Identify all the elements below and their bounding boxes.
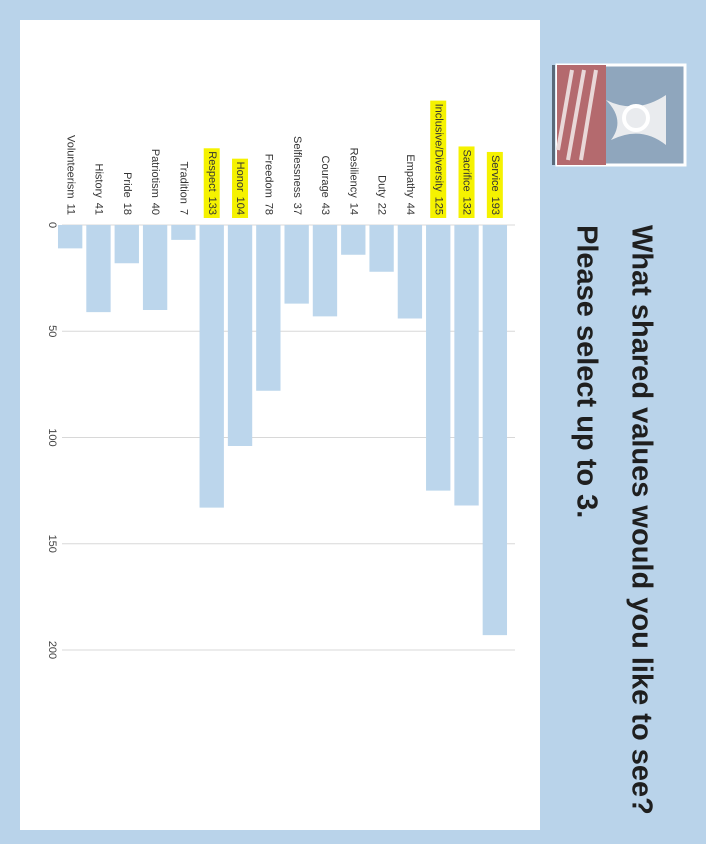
value-label: 44 xyxy=(404,203,416,215)
plot: 0 50 100 150 200 Service 193 Sacrifice 132 Inclus… xyxy=(46,100,515,659)
label-highlight xyxy=(430,100,447,218)
bar xyxy=(284,225,309,304)
logo xyxy=(552,63,687,167)
bar xyxy=(199,225,224,508)
value-label: 43 xyxy=(319,203,331,215)
category-label: Patriotism xyxy=(149,149,161,198)
bar xyxy=(142,225,168,310)
category-label: Courage xyxy=(319,156,331,198)
value-label: 193 xyxy=(489,197,501,215)
x-tick-label: 150 xyxy=(46,535,58,553)
value-label: 18 xyxy=(121,203,133,215)
category-label: Sacrifice xyxy=(461,149,473,191)
bar xyxy=(227,225,253,446)
label-highlight xyxy=(486,151,503,218)
bar xyxy=(454,225,479,506)
value-label: 40 xyxy=(149,203,161,215)
chart-title: What shared values would you like to see… xyxy=(625,225,657,815)
category-label: Service xyxy=(489,155,501,192)
label-highlight xyxy=(232,158,249,218)
category-label: Resiliency xyxy=(347,148,359,199)
value-label: 104 xyxy=(234,197,246,215)
bar xyxy=(341,225,366,255)
value-label: 7 xyxy=(178,209,190,215)
category-label: Selflessness xyxy=(291,136,303,198)
chart-subtitle: Please select up to 3. xyxy=(570,225,602,518)
bar xyxy=(369,225,394,272)
value-label: 11 xyxy=(64,204,76,215)
category-label: Freedom xyxy=(262,154,274,198)
category-label: Empathy xyxy=(404,154,416,198)
value-label: 22 xyxy=(376,203,388,215)
x-tick-label: 0 xyxy=(46,222,58,228)
category-label: Pride xyxy=(121,172,133,198)
bar xyxy=(482,225,508,636)
bar xyxy=(114,225,139,264)
value-label: 132 xyxy=(461,197,473,215)
bar xyxy=(397,225,423,319)
x-tick-label: 200 xyxy=(46,641,58,659)
value-label: 133 xyxy=(206,197,218,215)
value-label: 78 xyxy=(262,203,274,215)
category-label: Honor xyxy=(234,162,246,192)
label-highlight xyxy=(458,146,475,218)
x-tick-label: 50 xyxy=(46,325,58,337)
category-label: Volunteerism xyxy=(64,135,76,199)
category-label: Tradition xyxy=(178,161,190,203)
label-highlight xyxy=(203,148,220,218)
bar xyxy=(312,225,338,317)
value-label: 125 xyxy=(432,197,444,215)
bar xyxy=(256,225,281,391)
x-tick-label: 100 xyxy=(46,428,58,446)
category-label: Inclusive/Diversity xyxy=(432,104,444,193)
category-label: Respect xyxy=(206,151,218,191)
bar xyxy=(171,225,196,240)
bar xyxy=(57,225,83,249)
category-label: Duty xyxy=(376,175,388,198)
value-label: 41 xyxy=(93,203,105,215)
value-label: 37 xyxy=(291,203,303,215)
category-label: History xyxy=(93,164,105,199)
bar xyxy=(86,225,111,313)
chart-panel xyxy=(20,20,540,830)
value-label: 14 xyxy=(347,203,359,215)
bar xyxy=(426,225,451,491)
